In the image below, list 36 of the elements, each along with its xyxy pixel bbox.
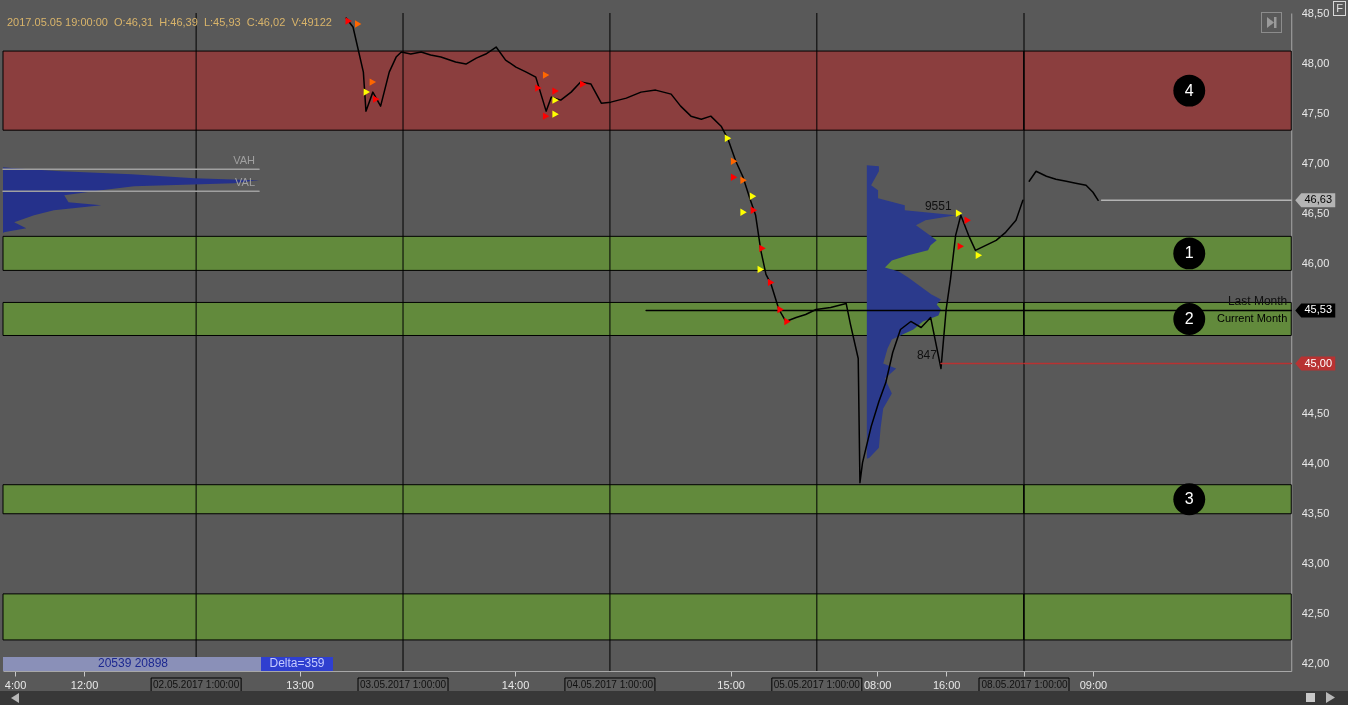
letter-button: F: [1333, 1, 1346, 16]
y-tick-label: 46,50: [1301, 206, 1330, 219]
x-tick-label: 09:00: [1079, 678, 1108, 691]
x-tick-label: 16:00: [932, 678, 961, 691]
data-label: 46,63: [1304, 193, 1333, 206]
annotation: 2017.05.05 19:00:00 O:46,31 H:46,39 L:45,93 C:46,02 V:49122: [7, 16, 332, 28]
band-label: 3: [1184, 490, 1194, 508]
y-tick-label: 43,50: [1301, 507, 1330, 520]
series-label: Current Month: [1216, 312, 1288, 325]
x-tick-label: 13:00: [286, 678, 314, 691]
data-label: 45,53: [1304, 303, 1333, 316]
y-tick-label: 47,50: [1301, 106, 1330, 119]
annotation: 9551: [924, 199, 952, 214]
y-tick-label: 43,00: [1301, 557, 1330, 570]
x-tick-label: 4:00: [4, 678, 27, 691]
y-tick-label: 44,50: [1301, 407, 1330, 420]
series-label: VAH: [233, 154, 256, 167]
x-tick-label: 15:00: [717, 678, 745, 691]
y-tick-label: 42,50: [1301, 607, 1330, 620]
y-tick-label: 42,00: [1301, 657, 1330, 670]
x-tick-label: 12:00: [70, 678, 99, 691]
annotation: 20539 20898: [97, 656, 169, 670]
x-tick-label: 08:00: [863, 678, 892, 691]
band-label: 4: [1184, 81, 1194, 99]
band-label: 2: [1184, 309, 1194, 327]
data-label: 45,00: [1304, 356, 1333, 369]
y-tick-label: 44,00: [1301, 457, 1330, 470]
series-label: VAL: [235, 176, 256, 189]
band-label: 1: [1184, 244, 1194, 262]
y-tick-label: 48,00: [1301, 56, 1330, 69]
y-tick-label: 47,00: [1301, 156, 1330, 169]
y-tick-label: 46,00: [1301, 256, 1330, 269]
x-tick-label: 14:00: [501, 678, 530, 691]
annotation: 847: [916, 347, 938, 362]
y-tick-label: 48,50: [1301, 6, 1330, 19]
annotation: Delta=359: [269, 656, 325, 670]
